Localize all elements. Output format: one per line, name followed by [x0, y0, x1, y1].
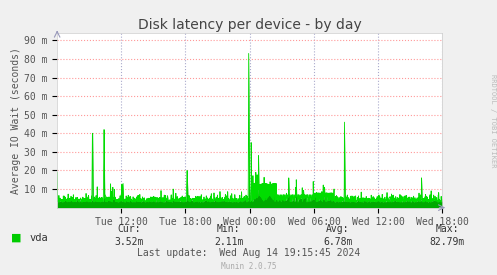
Text: Last update:  Wed Aug 14 19:15:45 2024: Last update: Wed Aug 14 19:15:45 2024: [137, 248, 360, 258]
Text: vda: vda: [30, 233, 49, 243]
Text: Min:: Min:: [217, 224, 241, 234]
Text: ■: ■: [11, 233, 21, 243]
Text: Munin 2.0.75: Munin 2.0.75: [221, 262, 276, 271]
Y-axis label: Average IO Wait (seconds): Average IO Wait (seconds): [11, 47, 21, 194]
Text: RRDTOOL / TOBI OETIKER: RRDTOOL / TOBI OETIKER: [490, 74, 496, 168]
Text: 3.52m: 3.52m: [114, 237, 144, 247]
Text: Avg:: Avg:: [326, 224, 350, 234]
Text: Cur:: Cur:: [117, 224, 141, 234]
Text: 82.79m: 82.79m: [430, 237, 465, 247]
Title: Disk latency per device - by day: Disk latency per device - by day: [138, 18, 362, 32]
Text: Max:: Max:: [435, 224, 459, 234]
Text: 2.11m: 2.11m: [214, 237, 244, 247]
Text: 6.78m: 6.78m: [323, 237, 353, 247]
